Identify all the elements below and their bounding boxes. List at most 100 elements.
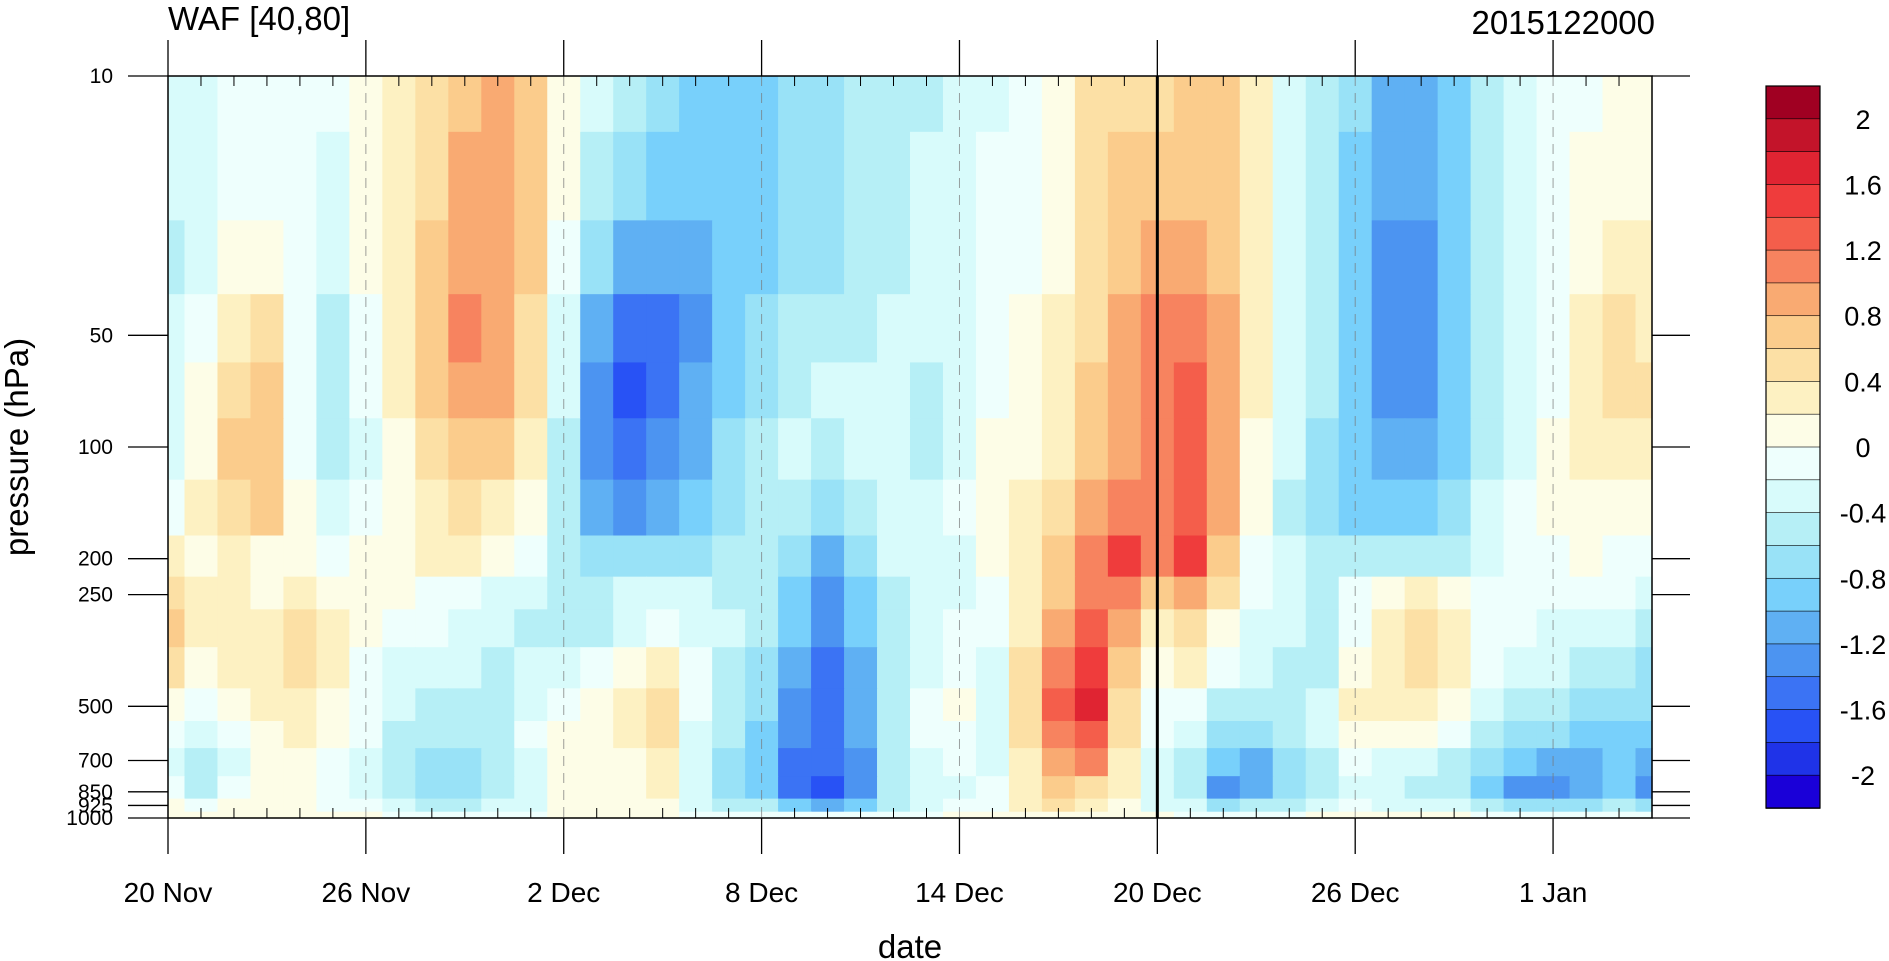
contour-cell xyxy=(316,576,350,610)
contour-cell xyxy=(250,294,285,364)
contour-cell xyxy=(1404,776,1439,800)
contour-cell xyxy=(382,535,416,578)
contour-cell xyxy=(1503,647,1538,689)
contour-cell xyxy=(778,721,812,749)
contour-cell xyxy=(1635,748,1653,777)
contour-cell xyxy=(877,609,911,648)
contour-cell xyxy=(1404,418,1439,481)
contour-cell xyxy=(448,418,482,481)
contour-cell xyxy=(481,479,515,537)
colorbar-swatch xyxy=(1765,774,1821,809)
contour-cell xyxy=(217,131,252,221)
contour-cell xyxy=(975,576,1010,610)
contour-cell xyxy=(514,418,548,481)
contour-cell xyxy=(1602,294,1637,364)
contour-cell xyxy=(283,131,317,221)
contour-cell xyxy=(975,131,1010,221)
contour-cell xyxy=(1272,294,1307,364)
contour-cell xyxy=(1041,418,1076,481)
contour-cell xyxy=(1569,748,1604,777)
contour-cell xyxy=(382,798,416,813)
contour-cell xyxy=(580,418,614,481)
contour-cell xyxy=(1404,131,1439,221)
contour-cell xyxy=(1305,418,1340,481)
contour-cell xyxy=(283,647,317,689)
contour-cell xyxy=(184,294,219,364)
contour-cell xyxy=(1041,220,1076,295)
contour-cell xyxy=(1602,535,1637,578)
contour-cell xyxy=(811,220,845,295)
y-tick-label: 925 xyxy=(78,794,113,817)
contour-cell xyxy=(415,576,449,610)
contour-cell xyxy=(1437,479,1472,537)
contour-cell xyxy=(712,688,746,722)
contour-cell xyxy=(1569,418,1604,481)
contour-cell xyxy=(316,647,350,689)
contour-cell xyxy=(844,688,878,722)
contour-cell xyxy=(415,798,449,813)
contour-cell xyxy=(184,418,219,481)
colorbar-label: 0 xyxy=(1855,433,1870,463)
contour-cell xyxy=(1305,776,1340,800)
contour-cell xyxy=(1569,576,1604,610)
colorbar-label: -0.8 xyxy=(1840,564,1887,594)
contour-cell xyxy=(910,418,944,481)
contour-cell xyxy=(910,748,944,777)
contour-cell xyxy=(514,748,548,777)
contour-cell xyxy=(547,776,581,800)
contour-cell xyxy=(481,647,515,689)
contour-cell xyxy=(1635,647,1653,689)
contour-cell xyxy=(877,535,911,578)
contour-cell xyxy=(844,647,878,689)
contour-cell xyxy=(1569,647,1604,689)
contour-cell xyxy=(1074,535,1109,578)
contour-cell xyxy=(613,647,647,689)
contour-cell xyxy=(1602,721,1637,749)
y-tick-label: 500 xyxy=(78,695,113,718)
colorbar-label: -1.6 xyxy=(1840,696,1887,726)
contour-cell xyxy=(1503,535,1538,578)
contour-cell xyxy=(1041,479,1076,537)
contour-cell xyxy=(580,798,614,813)
contour-cell xyxy=(1107,776,1142,800)
contour-cell xyxy=(514,294,548,364)
colorbar-swatch xyxy=(1765,643,1821,678)
colorbar-swatch xyxy=(1765,85,1821,120)
contour-cell xyxy=(1635,609,1653,648)
contour-cell xyxy=(811,576,845,610)
contour-cell xyxy=(1536,776,1571,800)
contour-cell xyxy=(1404,609,1439,648)
contour-cell xyxy=(547,647,581,689)
contour-cell xyxy=(1239,609,1274,648)
contour-cell xyxy=(1206,748,1241,777)
contour-cell xyxy=(877,688,911,722)
contour-cell xyxy=(811,294,845,364)
contour-cell xyxy=(481,609,515,648)
contour-cell xyxy=(283,418,317,481)
contour-cell xyxy=(1008,647,1043,689)
contour-cell xyxy=(168,535,186,578)
contour-cell xyxy=(1272,131,1307,221)
contour-cell xyxy=(1470,220,1505,295)
contour-cell xyxy=(514,688,548,722)
x-axis-label: date xyxy=(878,928,942,961)
contour-cell xyxy=(448,131,482,221)
contour-cell xyxy=(1503,479,1538,537)
contour-cell xyxy=(1569,721,1604,749)
contour-cell xyxy=(1008,609,1043,648)
contour-cell xyxy=(1173,479,1208,537)
contour-cell xyxy=(1008,479,1043,537)
contour-cell xyxy=(679,576,713,610)
contour-cell xyxy=(910,688,944,722)
contour-cell xyxy=(844,721,878,749)
contour-cell xyxy=(1569,131,1604,221)
contour-cell xyxy=(168,76,186,133)
contour-cell xyxy=(1371,647,1406,689)
contour-cell xyxy=(184,609,219,648)
contour-cell xyxy=(844,535,878,578)
colorbar-swatch xyxy=(1765,446,1821,481)
contour-cell xyxy=(975,418,1010,481)
contour-cell xyxy=(679,131,713,221)
contour-cell xyxy=(778,418,812,481)
